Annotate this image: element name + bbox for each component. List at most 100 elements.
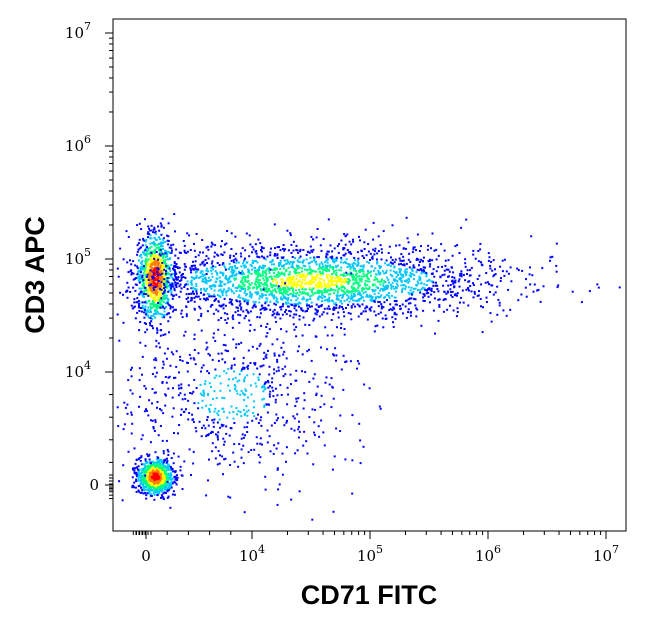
- data-point: [491, 269, 494, 272]
- data-point: [285, 357, 288, 360]
- data-point: [228, 378, 230, 381]
- data-point: [164, 333, 167, 336]
- data-point: [245, 309, 248, 312]
- data-point: [337, 294, 340, 297]
- data-point: [214, 340, 217, 342]
- data-point: [359, 279, 362, 282]
- data-point: [455, 315, 458, 318]
- data-point: [410, 293, 413, 296]
- data-point: [254, 250, 257, 253]
- data-point: [348, 265, 351, 268]
- data-point: [154, 490, 157, 493]
- data-point: [241, 271, 244, 274]
- data-point: [160, 476, 163, 479]
- data-point: [379, 283, 382, 286]
- data-point: [271, 381, 273, 384]
- data-point: [163, 313, 166, 316]
- data-point: [171, 477, 174, 480]
- data-point: [159, 462, 161, 465]
- data-point: [340, 239, 343, 242]
- data-point: [145, 497, 148, 500]
- data-point: [210, 287, 213, 290]
- data-point: [430, 290, 433, 293]
- data-point: [161, 277, 164, 280]
- data-point: [154, 299, 157, 302]
- data-point: [270, 275, 273, 278]
- data-point: [190, 283, 193, 286]
- data-point: [138, 457, 141, 459]
- data-point: [163, 475, 166, 478]
- data-point: [158, 229, 161, 232]
- data-point: [166, 285, 169, 288]
- data-point: [356, 275, 359, 278]
- data-point: [289, 277, 292, 280]
- data-point: [142, 239, 145, 242]
- data-point: [210, 269, 213, 272]
- data-point: [161, 439, 164, 442]
- data-point: [150, 264, 152, 267]
- data-point: [447, 291, 449, 294]
- data-point: [165, 476, 168, 479]
- data-point: [158, 270, 161, 273]
- data-point: [143, 477, 146, 480]
- data-point: [160, 461, 163, 464]
- data-point: [266, 441, 269, 444]
- data-point: [262, 364, 265, 367]
- data-point: [166, 490, 169, 493]
- data-point: [350, 306, 353, 309]
- data-point: [210, 245, 213, 248]
- data-point: [193, 349, 196, 351]
- data-point: [148, 274, 151, 277]
- data-point: [152, 282, 155, 285]
- data-point: [158, 492, 161, 495]
- data-point: [453, 276, 456, 279]
- data-point: [357, 289, 360, 292]
- data-point: [165, 381, 168, 384]
- data-point: [293, 295, 296, 298]
- data-point: [149, 487, 152, 490]
- data-point: [336, 264, 339, 267]
- data-point: [352, 269, 355, 272]
- data-point: [177, 276, 180, 279]
- data-point: [217, 254, 220, 257]
- data-point: [311, 275, 314, 278]
- data-point: [157, 258, 160, 261]
- data-point: [301, 261, 304, 264]
- data-point: [292, 285, 294, 288]
- data-point: [138, 277, 141, 280]
- data-point: [383, 287, 386, 290]
- data-point: [202, 389, 205, 392]
- data-point: [245, 405, 248, 408]
- data-point: [336, 326, 338, 329]
- data-point: [260, 246, 263, 249]
- data-point: [173, 376, 175, 379]
- data-point: [344, 458, 347, 461]
- data-point: [125, 230, 128, 233]
- data-point: [234, 388, 237, 390]
- data-point: [140, 287, 143, 290]
- data-point: [264, 264, 266, 267]
- data-point: [489, 264, 492, 267]
- data-point: [168, 468, 171, 471]
- data-point: [238, 379, 241, 382]
- data-point: [240, 415, 243, 418]
- data-point: [412, 264, 415, 267]
- data-point: [316, 311, 319, 313]
- data-point: [256, 286, 258, 289]
- data-point: [143, 316, 146, 319]
- data-point: [180, 408, 183, 411]
- data-point: [170, 293, 173, 296]
- data-point: [317, 291, 320, 294]
- data-point: [335, 273, 338, 276]
- data-point: [157, 299, 159, 302]
- data-point: [286, 419, 288, 422]
- data-point: [264, 294, 267, 297]
- data-point: [347, 282, 350, 285]
- plot-frame: [112, 18, 627, 532]
- data-point: [358, 277, 361, 280]
- data-point: [265, 278, 268, 281]
- data-point: [154, 261, 157, 264]
- data-point: [147, 269, 150, 272]
- data-point: [153, 250, 156, 253]
